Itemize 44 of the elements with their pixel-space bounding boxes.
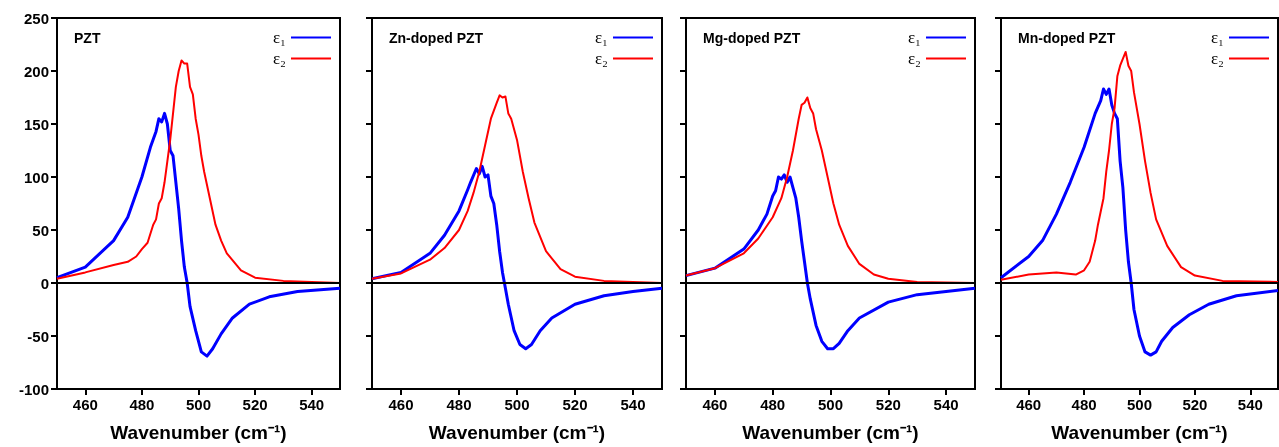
x-tick-label: 500 [504,396,530,413]
x-axis-title: Wavenumber (cm⁻¹) [110,422,287,443]
x-tick-label: 500 [1126,396,1153,413]
y-tick-label: 0 [40,274,49,292]
x-tick-label: 460 [72,396,98,413]
x-tick-label: 460 [1016,396,1042,413]
x-tick-label: 500 [817,396,844,413]
legend-label: ε₁ [594,28,608,47]
x-tick-label: 540 [620,396,646,413]
y-tick-label: 100 [23,168,49,186]
x-tick-label: 520 [242,396,268,413]
legend-label: ε₂ [1210,49,1224,68]
legend-label: ε₁ [272,28,286,47]
text: PZT [74,30,101,46]
x-axis-title: Wavenumber (cm⁻¹) [428,422,606,443]
x-tick-label: 460 [702,396,728,413]
y-tick-label: 50 [32,221,49,239]
y-tick-label: -100 [18,380,49,398]
text: Mg-doped PZT [703,30,801,46]
x-axis-title: Wavenumber (cm⁻¹) [1051,422,1228,443]
x-tick-label: 480 [129,396,155,413]
x-tick-label: 460 [388,396,414,413]
x-tick-label: 540 [1237,396,1263,413]
legend-label: ε₂ [272,49,286,68]
x-tick-label: 540 [299,396,325,413]
text: Zn-doped PZT [389,30,484,46]
legend-label: ε₁ [907,28,921,47]
x-tick-label: 520 [1182,396,1208,413]
y-tick-label: -50 [27,327,49,345]
x-tick-label: 540 [933,396,959,413]
x-tick-label: 480 [1071,396,1097,413]
x-axis-title: Wavenumber (cm⁻¹) [742,422,919,443]
x-tick-label: 480 [760,396,786,413]
x-tick-label: 520 [875,396,901,413]
x-tick-label: 520 [562,396,588,413]
legend-label: ε₂ [594,49,608,68]
text: Mn-doped PZT [1018,30,1116,46]
y-tick-label: 200 [23,62,49,80]
legend-label: ε₁ [1210,28,1224,47]
x-tick-label: 480 [446,396,472,413]
y-tick-label: 150 [23,115,49,133]
y-tick-label: 250 [23,9,49,27]
x-tick-label: 500 [185,396,212,413]
legend-label: ε₂ [907,49,921,68]
